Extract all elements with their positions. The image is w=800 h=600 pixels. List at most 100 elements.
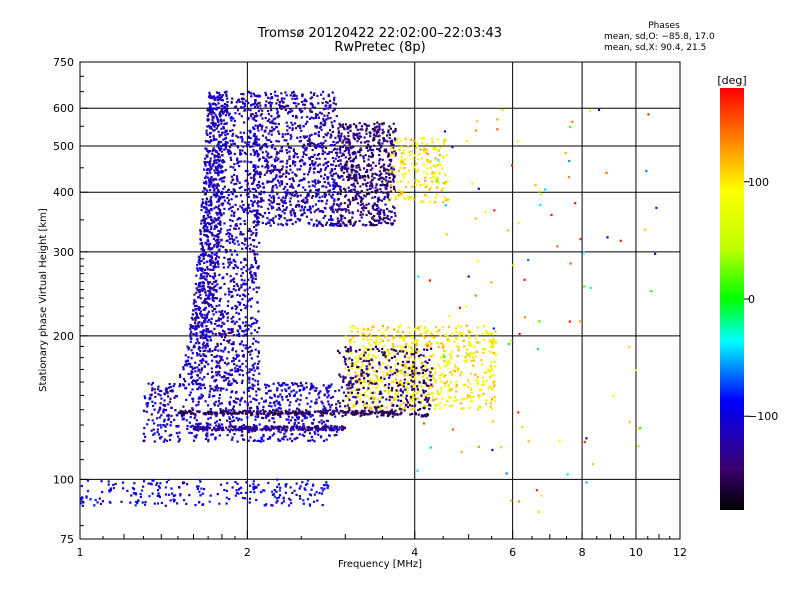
data-point: [244, 141, 247, 144]
data-point: [325, 438, 328, 441]
data-point: [214, 436, 217, 439]
data-point: [371, 139, 374, 142]
data-point: [392, 147, 395, 150]
data-point: [285, 192, 288, 195]
data-point: [354, 326, 357, 330]
data-point: [204, 225, 207, 228]
data-point: [198, 262, 201, 266]
data-point: [439, 401, 442, 404]
data-point: [190, 365, 193, 368]
data-point: [254, 124, 257, 127]
data-point: [253, 250, 256, 253]
data-point: [202, 359, 205, 362]
data-point: [265, 165, 268, 168]
data-point: [213, 138, 216, 141]
data-point: [206, 109, 209, 112]
data-point: [164, 504, 167, 507]
data-point: [383, 385, 386, 388]
data-point: [263, 212, 267, 215]
data-point: [214, 261, 217, 264]
data-point: [319, 210, 323, 213]
data-point: [223, 160, 226, 163]
data-point: [264, 129, 267, 132]
data-point: [450, 350, 454, 353]
data-point: [331, 193, 334, 196]
data-point: [206, 221, 209, 225]
data-point: [220, 177, 223, 180]
data-point: [242, 330, 245, 333]
data-point: [391, 223, 394, 226]
data-point: [259, 104, 262, 107]
data-point: [371, 223, 374, 226]
data-point: [374, 164, 377, 167]
data-point: [311, 438, 314, 441]
data-point: [294, 437, 297, 440]
data-point: [395, 394, 398, 397]
data-point: [457, 349, 460, 352]
data-point: [215, 150, 218, 153]
data-point: [343, 150, 346, 153]
data-point: [187, 383, 191, 386]
data-point: [231, 420, 234, 423]
data-point: [356, 128, 359, 131]
data-point: [346, 138, 349, 141]
data-point: [232, 378, 235, 381]
data-point: [250, 95, 253, 98]
data-point: [365, 370, 368, 373]
data-point: [278, 103, 281, 107]
data-point: [339, 124, 342, 127]
data-point: [321, 101, 324, 105]
data-point: [400, 180, 403, 183]
data-point: [230, 409, 233, 412]
data-point: [200, 219, 203, 222]
data-point: [283, 105, 286, 109]
data-point: [309, 439, 312, 442]
data-point: [277, 438, 280, 441]
data-point: [331, 177, 334, 181]
data-point: [285, 483, 288, 486]
data-point: [155, 483, 158, 487]
data-point: [229, 117, 232, 120]
data-point: [218, 393, 221, 396]
data-point: [272, 417, 275, 420]
data-point: [387, 222, 390, 225]
data-point: [222, 180, 225, 183]
data-point: [160, 501, 163, 504]
data-point: [257, 352, 260, 355]
data-point: [324, 407, 327, 410]
data-point: [253, 200, 256, 203]
data-point: [392, 345, 395, 348]
data-point: [339, 189, 343, 192]
data-point: [407, 181, 410, 184]
data-point: [181, 415, 184, 418]
data-point: [370, 338, 373, 342]
data-point: [272, 493, 275, 496]
data-point: [296, 436, 299, 439]
data-point: [271, 219, 275, 222]
data-point: [377, 196, 380, 199]
data-point: [231, 486, 234, 489]
data-point: [378, 198, 381, 202]
data-point: [195, 333, 198, 337]
data-point: [230, 295, 233, 298]
data-point: [288, 192, 291, 195]
data-point: [277, 496, 281, 499]
data-point: [196, 378, 199, 382]
data-point: [339, 134, 342, 138]
data-point: [214, 239, 217, 242]
data-point: [353, 364, 356, 367]
data-point: [225, 239, 228, 243]
data-point: [318, 421, 321, 424]
data-point: [374, 186, 377, 189]
data-point: [217, 200, 220, 203]
data-point: [387, 164, 390, 168]
data-point: [205, 161, 208, 164]
data-point: [236, 368, 239, 371]
data-point: [189, 324, 192, 327]
data-point: [217, 102, 220, 105]
data-point: [219, 297, 222, 300]
data-point: [333, 99, 336, 102]
data-point: [209, 178, 212, 181]
data-point: [262, 144, 265, 147]
data-point: [232, 359, 235, 362]
